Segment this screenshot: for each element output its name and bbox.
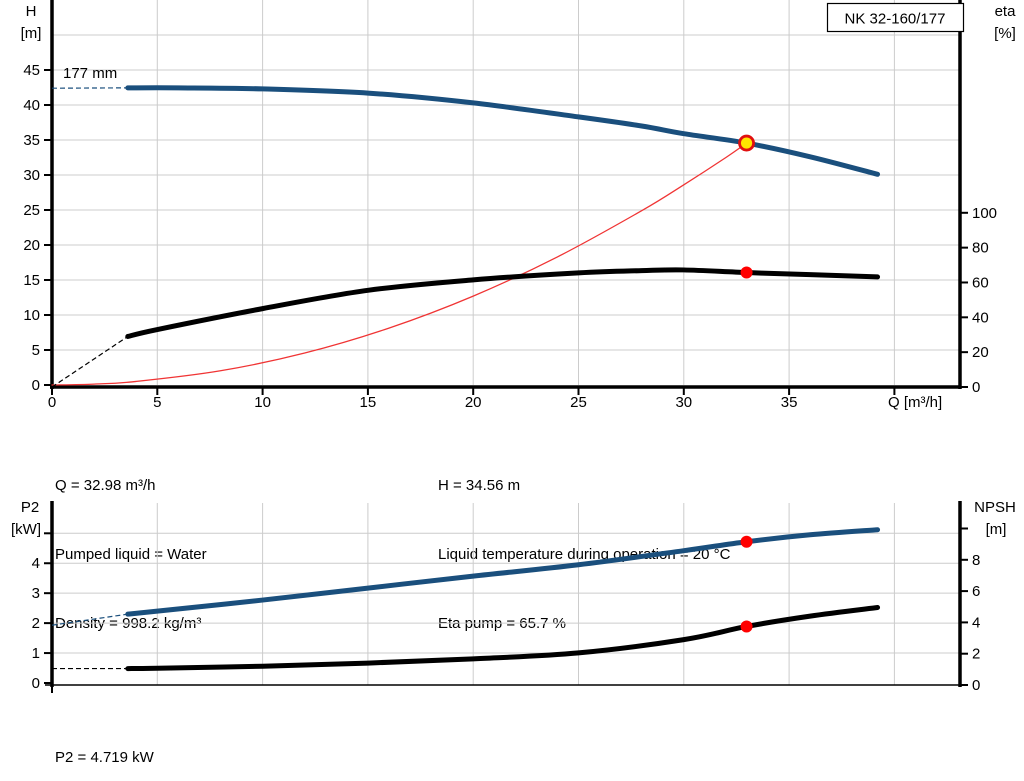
right-tick-label: 60 <box>972 274 989 291</box>
left-tick-label: 0 <box>32 675 40 692</box>
power-info: P2 = 4.719 kW NPSH = 3.74 m Max power P2… <box>55 700 396 781</box>
left-tick-label: 40 <box>23 97 40 114</box>
info-head: H = 34.56 m <box>438 477 521 494</box>
info-flow: Q = 32.98 m³/h <box>55 477 156 494</box>
right-tick-label: 8 <box>972 552 980 569</box>
p2-npsh-chart: 0 1 2 3 4 0 2 4 6 8 P2 [kW] NPSH [m] <box>11 499 1016 694</box>
eta-curve-min-flow-dashed <box>51 335 129 388</box>
left-axis-title: P2 <box>21 499 39 516</box>
left-axis-unit: [kW] <box>11 521 41 538</box>
left-axis-unit: [m] <box>21 25 42 42</box>
left-tick-label: 3 <box>32 585 40 602</box>
head-curve <box>125 85 881 177</box>
left-tick-label: 2 <box>32 615 40 632</box>
left-tick-label: 10 <box>23 307 40 324</box>
x-tick-label: 5 <box>153 394 161 411</box>
x-tick-label: 10 <box>254 394 271 411</box>
pump-model-box <box>826 2 965 33</box>
x-tick-label: 15 <box>360 394 377 411</box>
x-tick-label: 0 <box>48 394 56 411</box>
right-tick-label: 4 <box>972 614 980 631</box>
left-tick-label: 35 <box>23 132 40 149</box>
duty-point-head[interactable] <box>738 134 755 152</box>
left-tick-label: 5 <box>32 342 40 359</box>
right-axis-unit: [m] <box>986 521 1007 538</box>
left-tick-label: 4 <box>32 555 40 572</box>
right-tick-label: 2 <box>972 646 980 663</box>
right-tick-label: 0 <box>972 379 980 396</box>
left-tick-label: 0 <box>32 377 40 394</box>
info-pumped-liquid: Pumped liquid = Water <box>55 546 207 563</box>
impeller-diameter-label: 177 mm <box>63 65 117 82</box>
info-p2: P2 = 4.719 kW <box>55 749 154 766</box>
duty-point-npsh[interactable] <box>740 620 753 633</box>
right-tick-label: 20 <box>972 344 989 361</box>
npsh-curve <box>125 605 881 672</box>
system-curve <box>51 142 748 386</box>
left-tick-label: 1 <box>32 645 40 662</box>
x-tick-label: 35 <box>781 394 798 411</box>
left-tick-label: 45 <box>23 62 40 79</box>
left-tick-label: 30 <box>23 167 40 184</box>
right-axis-unit: [%] <box>994 25 1016 42</box>
right-tick-label: 40 <box>972 309 989 326</box>
x-tick-label: 30 <box>675 394 692 411</box>
right-axis-title: NPSH <box>974 499 1016 516</box>
eta-curve <box>125 267 881 339</box>
left-axis-title: H <box>26 3 37 20</box>
p2-curve-min-flow-dashed <box>51 613 128 626</box>
right-tick-label: 100 <box>972 205 997 222</box>
right-tick-label: 6 <box>972 583 980 600</box>
left-tick-label: 20 <box>23 237 40 254</box>
right-tick-label: 0 <box>972 677 980 694</box>
p2-curve <box>125 527 881 617</box>
duty-point-eta[interactable] <box>740 266 753 279</box>
right-axis-title: eta <box>995 3 1017 20</box>
left-tick-label: 15 <box>23 272 40 289</box>
right-tick-label: 80 <box>972 240 989 257</box>
x-tick-label: 25 <box>570 394 587 411</box>
x-axis-label: Q [m³/h] <box>888 394 942 411</box>
qh-eta-chart: 0 5 10 15 20 25 30 35 40 45 0 20 40 60 80 100 0 5 10 15 20 25… <box>21 0 1017 411</box>
duty-info-left: Q = 32.98 m³/h Pumped liquid = Water Den… <box>55 428 207 681</box>
pump-model-label: NK 32-160/177 <box>845 11 946 28</box>
duty-point-p2[interactable] <box>740 535 753 548</box>
x-tick-label: 20 <box>465 394 482 411</box>
left-tick-label: 25 <box>23 202 40 219</box>
